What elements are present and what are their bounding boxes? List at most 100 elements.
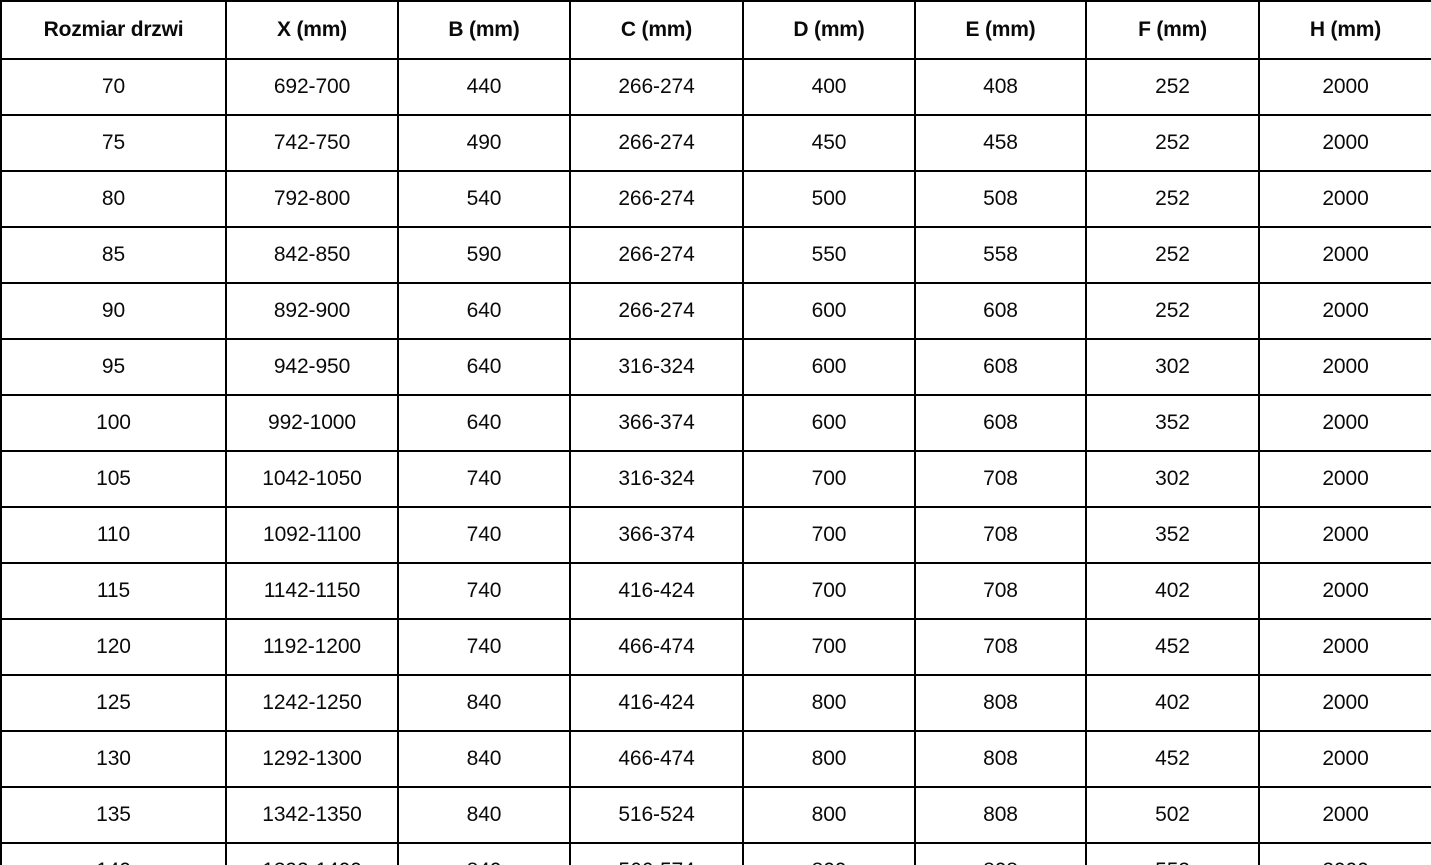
cell-x: 842-850 bbox=[225, 226, 399, 284]
cell-f: 252 bbox=[1085, 58, 1260, 116]
cell-h: 2000 bbox=[1258, 730, 1431, 788]
cell-d: 450 bbox=[742, 114, 916, 172]
table-row: 135 1342-1350 840 516-524 800 808 502 20… bbox=[0, 786, 1431, 844]
cell-f: 252 bbox=[1085, 114, 1260, 172]
cell-e: 708 bbox=[914, 618, 1087, 676]
cell-d: 800 bbox=[742, 674, 916, 732]
cell-f: 252 bbox=[1085, 170, 1260, 228]
cell-rozmiar-drzwi: 140 bbox=[0, 842, 227, 865]
cell-f: 302 bbox=[1085, 338, 1260, 396]
cell-f: 502 bbox=[1085, 786, 1260, 844]
cell-e: 458 bbox=[914, 114, 1087, 172]
cell-b: 640 bbox=[397, 282, 571, 340]
column-header-x: X (mm) bbox=[225, 0, 399, 60]
table-row: 105 1042-1050 740 316-324 700 708 302 20… bbox=[0, 450, 1431, 508]
cell-rozmiar-drzwi: 110 bbox=[0, 506, 227, 564]
cell-b: 640 bbox=[397, 394, 571, 452]
cell-rozmiar-drzwi: 130 bbox=[0, 730, 227, 788]
cell-d: 700 bbox=[742, 506, 916, 564]
cell-b: 740 bbox=[397, 506, 571, 564]
cell-rozmiar-drzwi: 120 bbox=[0, 618, 227, 676]
cell-h: 2000 bbox=[1258, 786, 1431, 844]
cell-h: 2000 bbox=[1258, 506, 1431, 564]
table-row: 100 992-1000 640 366-374 600 608 352 200… bbox=[0, 394, 1431, 452]
table-row: 90 892-900 640 266-274 600 608 252 2000 bbox=[0, 282, 1431, 340]
cell-h: 2000 bbox=[1258, 842, 1431, 865]
cell-e: 608 bbox=[914, 282, 1087, 340]
cell-b: 490 bbox=[397, 114, 571, 172]
cell-b: 840 bbox=[397, 842, 571, 865]
cell-x: 692-700 bbox=[225, 58, 399, 116]
cell-b: 840 bbox=[397, 786, 571, 844]
cell-f: 402 bbox=[1085, 562, 1260, 620]
cell-c: 316-324 bbox=[569, 338, 744, 396]
cell-c: 316-324 bbox=[569, 450, 744, 508]
cell-d: 600 bbox=[742, 338, 916, 396]
cell-x: 942-950 bbox=[225, 338, 399, 396]
cell-x: 1192-1200 bbox=[225, 618, 399, 676]
column-header-b: B (mm) bbox=[397, 0, 571, 60]
cell-f: 302 bbox=[1085, 450, 1260, 508]
cell-e: 508 bbox=[914, 170, 1087, 228]
cell-b: 640 bbox=[397, 338, 571, 396]
cell-f: 252 bbox=[1085, 282, 1260, 340]
cell-x: 742-750 bbox=[225, 114, 399, 172]
cell-f: 352 bbox=[1085, 506, 1260, 564]
cell-x: 992-1000 bbox=[225, 394, 399, 452]
cell-rozmiar-drzwi: 115 bbox=[0, 562, 227, 620]
cell-d: 600 bbox=[742, 394, 916, 452]
cell-f: 452 bbox=[1085, 730, 1260, 788]
cell-f: 552 bbox=[1085, 842, 1260, 865]
cell-d: 700 bbox=[742, 450, 916, 508]
cell-h: 2000 bbox=[1258, 562, 1431, 620]
table-row: 120 1192-1200 740 466-474 700 708 452 20… bbox=[0, 618, 1431, 676]
cell-d: 500 bbox=[742, 170, 916, 228]
cell-x: 792-800 bbox=[225, 170, 399, 228]
cell-c: 366-374 bbox=[569, 506, 744, 564]
cell-x: 1242-1250 bbox=[225, 674, 399, 732]
cell-d: 700 bbox=[742, 618, 916, 676]
cell-b: 590 bbox=[397, 226, 571, 284]
cell-x: 1092-1100 bbox=[225, 506, 399, 564]
cell-rozmiar-drzwi: 90 bbox=[0, 282, 227, 340]
cell-e: 558 bbox=[914, 226, 1087, 284]
cell-b: 840 bbox=[397, 730, 571, 788]
cell-h: 2000 bbox=[1258, 338, 1431, 396]
cell-f: 452 bbox=[1085, 618, 1260, 676]
cell-c: 416-424 bbox=[569, 674, 744, 732]
table-header-row: Rozmiar drzwi X (mm) B (mm) C (mm) D (mm… bbox=[0, 0, 1431, 60]
column-header-f: F (mm) bbox=[1085, 0, 1260, 60]
table-row: 110 1092-1100 740 366-374 700 708 352 20… bbox=[0, 506, 1431, 564]
cell-b: 740 bbox=[397, 562, 571, 620]
column-header-d: D (mm) bbox=[742, 0, 916, 60]
cell-rozmiar-drzwi: 85 bbox=[0, 226, 227, 284]
cell-rozmiar-drzwi: 125 bbox=[0, 674, 227, 732]
table-body: 70 692-700 440 266-274 400 408 252 2000 … bbox=[0, 58, 1431, 865]
cell-rozmiar-drzwi: 100 bbox=[0, 394, 227, 452]
cell-f: 252 bbox=[1085, 226, 1260, 284]
cell-c: 266-274 bbox=[569, 170, 744, 228]
table-row: 140 1392-1400 840 566-574 800 808 552 20… bbox=[0, 842, 1431, 865]
cell-h: 2000 bbox=[1258, 58, 1431, 116]
cell-x: 1042-1050 bbox=[225, 450, 399, 508]
cell-b: 440 bbox=[397, 58, 571, 116]
cell-d: 400 bbox=[742, 58, 916, 116]
cell-rozmiar-drzwi: 70 bbox=[0, 58, 227, 116]
column-header-c: C (mm) bbox=[569, 0, 744, 60]
cell-d: 800 bbox=[742, 842, 916, 865]
cell-h: 2000 bbox=[1258, 226, 1431, 284]
cell-c: 466-474 bbox=[569, 730, 744, 788]
cell-h: 2000 bbox=[1258, 394, 1431, 452]
cell-e: 808 bbox=[914, 730, 1087, 788]
cell-h: 2000 bbox=[1258, 674, 1431, 732]
cell-e: 808 bbox=[914, 842, 1087, 865]
cell-f: 352 bbox=[1085, 394, 1260, 452]
cell-d: 800 bbox=[742, 786, 916, 844]
cell-c: 366-374 bbox=[569, 394, 744, 452]
cell-e: 608 bbox=[914, 338, 1087, 396]
cell-d: 700 bbox=[742, 562, 916, 620]
cell-b: 540 bbox=[397, 170, 571, 228]
cell-e: 608 bbox=[914, 394, 1087, 452]
cell-b: 740 bbox=[397, 618, 571, 676]
